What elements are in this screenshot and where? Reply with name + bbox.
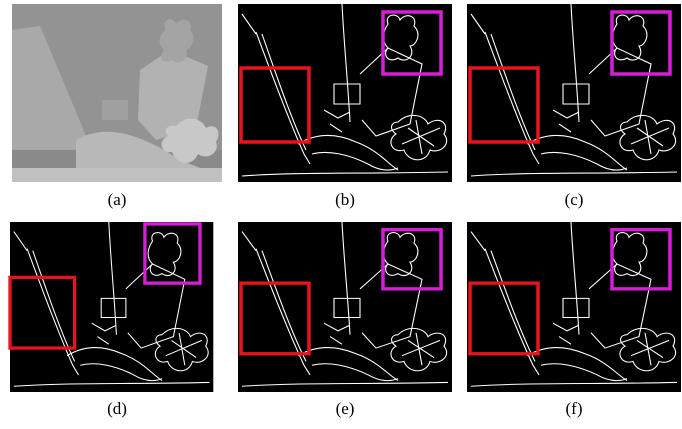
panel-a [12, 4, 222, 182]
panel-label: (e) [336, 399, 355, 418]
panel-b [238, 4, 452, 182]
figure: (a) (b) (c) (d) (e) (f) [0, 0, 682, 429]
panel-e [238, 222, 452, 392]
panel-label: (c) [565, 190, 584, 209]
panel-label: (f) [566, 399, 583, 418]
panel-label: (a) [108, 190, 127, 209]
panel-c [467, 4, 681, 182]
panel-f [467, 222, 681, 392]
panel-label: (d) [107, 399, 127, 418]
panel-label: (b) [335, 190, 355, 209]
panel-d [10, 222, 213, 392]
